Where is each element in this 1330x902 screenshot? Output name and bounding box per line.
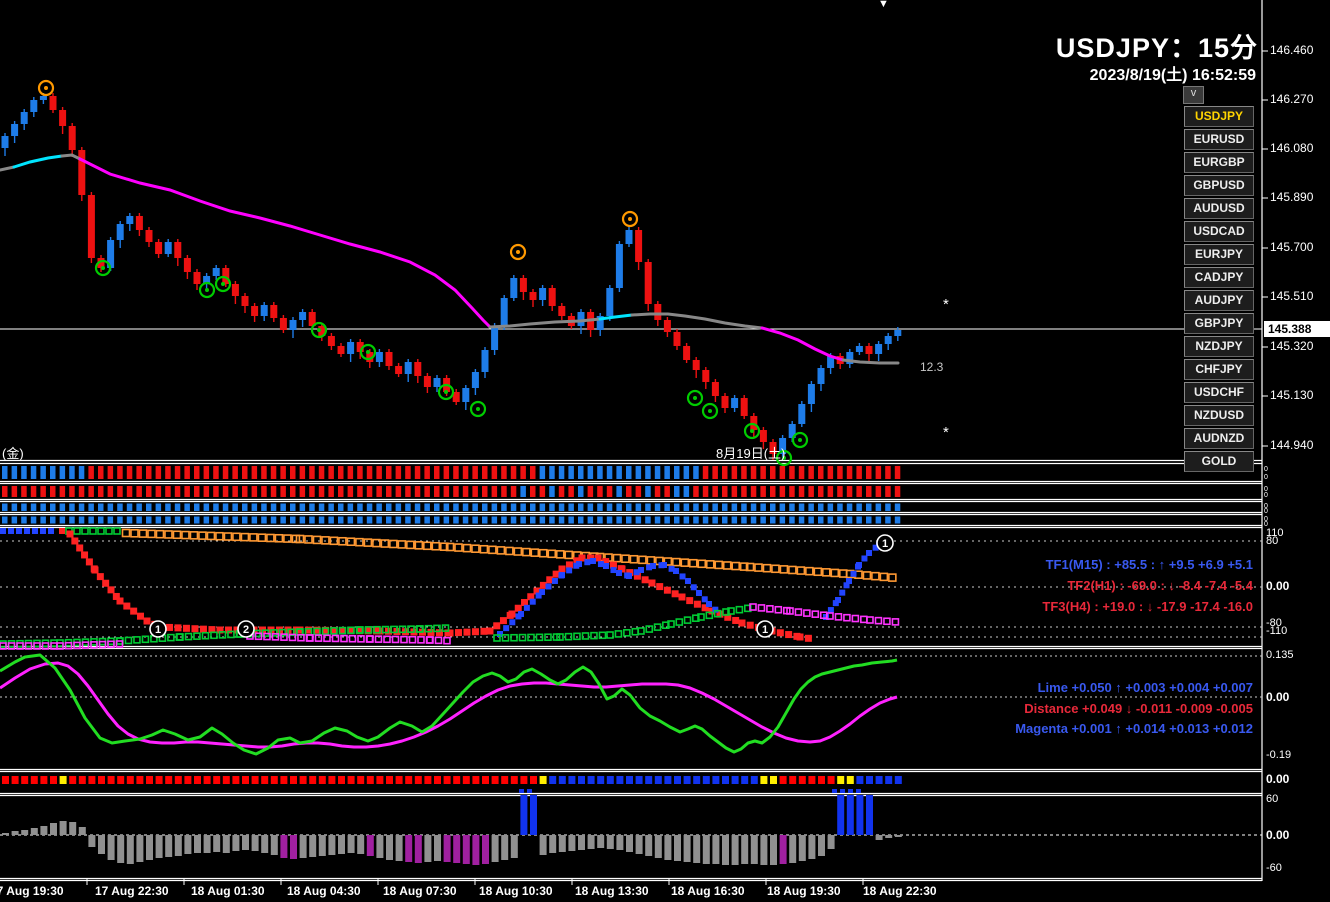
svg-text:1: 1 (882, 538, 888, 550)
price-axis-label: 146.460 (1270, 43, 1314, 57)
distance-readout: Distance +0.049 ↓ -0.011 -0.009 -0.005 (1024, 701, 1253, 716)
watchlist-item-usdjpy[interactable]: USDJPY (1184, 106, 1254, 127)
price-axis-label: 145.890 (1270, 190, 1314, 204)
watchlist-item-usdchf[interactable]: USDCHF (1184, 382, 1254, 403)
subwindow-axis-label: -80 (1266, 617, 1282, 629)
watchlist-item-audusd[interactable]: AUDUSD (1184, 198, 1254, 219)
subwindow-axis-label: 0.00 (1266, 772, 1290, 786)
svg-text:1: 1 (155, 624, 161, 636)
subwindow-axis-label: -0.19 (1266, 749, 1292, 761)
time-axis-label: 17 Aug 19:30 (0, 884, 64, 898)
time-axis-label: 18 Aug 07:30 (383, 884, 457, 898)
signal-bands (2, 466, 901, 524)
watchlist-item-chfjpy[interactable]: CHFJPY (1184, 359, 1254, 380)
page-title: USDJPY：15分 (1055, 33, 1258, 63)
price-axis-label: 145.510 (1270, 289, 1314, 303)
band-axis-glyph: 0 (1264, 466, 1268, 473)
magenta-readout: Magenta +0.001 ↑ +0.014 +0.013 +0.012 (1015, 721, 1253, 736)
subwindow-axis-label: 110 (1266, 527, 1284, 539)
band-axis-glyph: 0 (1264, 508, 1268, 515)
watchlist-item-audjpy[interactable]: AUDJPY (1184, 290, 1254, 311)
price-axis-label: 145.130 (1270, 388, 1314, 402)
price-axis-label: 145.320 (1270, 339, 1314, 353)
time-axis-label: 18 Aug 13:30 (575, 884, 649, 898)
time-axis-label: 18 Aug 16:30 (671, 884, 745, 898)
time-axis-label: 18 Aug 10:30 (479, 884, 553, 898)
svg-text:2: 2 (243, 624, 249, 636)
price-axis-label: 144.940 (1270, 438, 1314, 452)
subwindow-axis-label: -60 (1266, 862, 1282, 874)
price-axis-label: 146.270 (1270, 92, 1314, 106)
watchlist-item-eurjpy[interactable]: EURJPY (1184, 244, 1254, 265)
watchlist-item-gbpusd[interactable]: GBPUSD (1184, 175, 1254, 196)
subwindow-axis-label: 0.00 (1266, 579, 1290, 593)
time-axis-label: 18 Aug 22:30 (863, 884, 937, 898)
distance-annotation: 12.3 (920, 360, 944, 374)
watchlist-item-gbpjpy[interactable]: GBPJPY (1184, 313, 1254, 334)
signal-dot-row (2, 776, 902, 793)
time-axis-label: 18 Aug 01:30 (191, 884, 265, 898)
oscillator-lines (0, 653, 1262, 756)
price-axis-label: 146.080 (1270, 141, 1314, 155)
tf3-readout: TF3(H4) : +19.0 : ↓ -17.9 -17.4 -16.0 (1042, 599, 1253, 614)
chart-datetime: 2023/8/19(土) 16:52:59 (1089, 67, 1256, 84)
signal-markers (37, 79, 809, 467)
watchlist-item-eurusd[interactable]: EURUSD (1184, 129, 1254, 150)
window-separators (0, 0, 1263, 882)
tf2-readout: TF2(H1) : -69.0 : ↓ -8.4 -7.4 -5.4 (1067, 578, 1253, 593)
subwindow-axis-label: 0.00 (1266, 828, 1290, 842)
subwindow-axis-label: -110 (1266, 625, 1288, 637)
watchlist-item-usdcad[interactable]: USDCAD (1184, 221, 1254, 242)
band-axis-glyph: 0 (1264, 521, 1268, 528)
watchlist-item-cadjpy[interactable]: CADJPY (1184, 267, 1254, 288)
watchlist-item-audnzd[interactable]: AUDNZD (1184, 428, 1254, 449)
tf1-readout: TF1(M15) : +85.5 : ↑ +9.5 +6.9 +5.1 (1045, 557, 1253, 572)
band-axis-glyph: 0 (1264, 486, 1268, 493)
band-axis-glyph: 0 (1264, 492, 1268, 499)
time-axis-label: 18 Aug 19:30 (767, 884, 841, 898)
star-annotation-upper: * (943, 296, 949, 313)
band-axis-glyph: 0 (1264, 503, 1268, 510)
subwindow-axis-label: 60 (1266, 793, 1279, 805)
scroll-position-marker-icon: ▼ (878, 0, 889, 10)
star-annotation-lower: * (943, 424, 949, 441)
time-axis-label: 17 Aug 22:30 (95, 884, 169, 898)
volume-histogram (0, 795, 1262, 865)
tf-number-circles: 1 2 1 1 (149, 534, 894, 638)
pair-dropdown-button[interactable]: v (1183, 86, 1204, 104)
price-axis-label: 145.700 (1270, 240, 1314, 254)
watchlist-item-nzdjpy[interactable]: NZDJPY (1184, 336, 1254, 357)
subwindow-axis-label: 0.00 (1266, 690, 1290, 704)
lime-readout: Lime +0.050 ↑ +0.003 +0.004 +0.007 (1037, 680, 1253, 695)
day-label-saturday: 8月19日(土) (716, 446, 786, 461)
moving-average-line (0, 153, 900, 365)
subwindow-axis-label: 0.135 (1266, 649, 1294, 661)
band-axis-glyph: 0 (1264, 516, 1268, 523)
watchlist-item-gold[interactable]: GOLD (1184, 451, 1254, 472)
svg-text:1: 1 (762, 624, 768, 636)
watchlist-item-nzdusd[interactable]: NZDUSD (1184, 405, 1254, 426)
band-axis-glyph: 0 (1264, 474, 1268, 481)
watchlist-item-eurgbp[interactable]: EURGBP (1184, 152, 1254, 173)
subwindow-axis-label: 80 (1266, 535, 1279, 547)
currency-watchlist: USDJPY EURUSD EURGBP GBPUSD AUDUSD USDCAD EURJ… (1184, 106, 1254, 474)
day-label-friday: (金) (2, 446, 24, 461)
candlesticks (1, 93, 902, 460)
time-axis-label: 18 Aug 04:30 (287, 884, 361, 898)
current-price-badge: 145.388 (1264, 321, 1330, 337)
